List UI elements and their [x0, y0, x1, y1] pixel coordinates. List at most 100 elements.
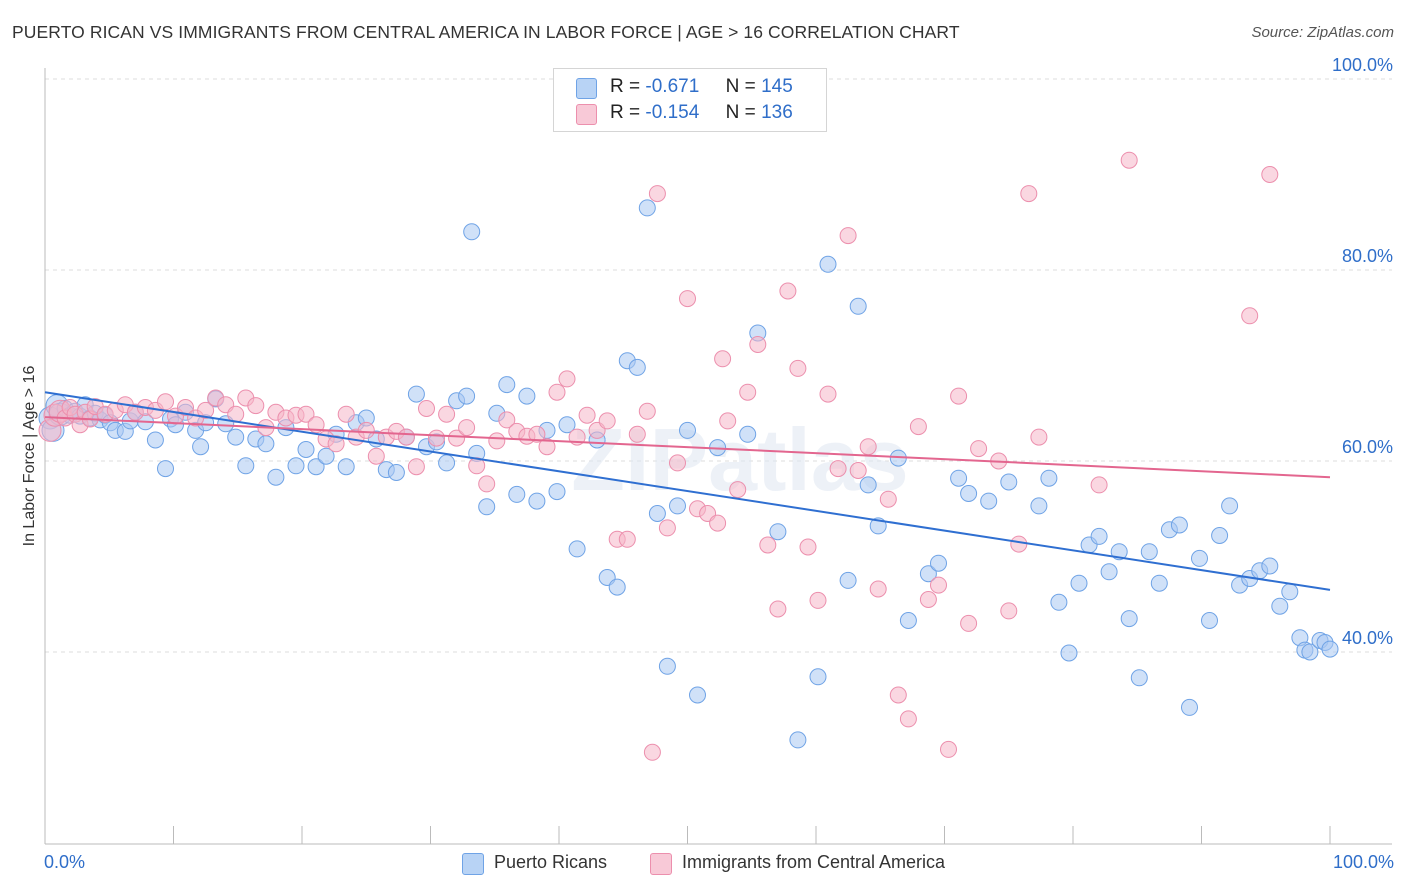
data-point	[669, 497, 686, 515]
data-point	[889, 686, 907, 704]
data-point	[859, 438, 877, 456]
data-point	[558, 370, 576, 388]
data-point	[1000, 602, 1018, 620]
data-point	[197, 401, 215, 419]
data-point	[548, 383, 566, 401]
data-point	[157, 460, 174, 478]
data-point	[729, 481, 747, 499]
data-point	[714, 350, 732, 368]
legend-label-puerto-ricans: Puerto Ricans	[494, 852, 608, 872]
data-point	[1130, 669, 1148, 687]
data-point	[337, 458, 355, 476]
data-point	[307, 458, 325, 476]
data-point	[1150, 574, 1168, 592]
data-point	[1070, 574, 1088, 592]
data-point	[960, 614, 978, 632]
data-point	[367, 447, 385, 465]
data-point	[1090, 527, 1108, 545]
data-point	[759, 536, 777, 554]
data-point	[839, 227, 857, 245]
data-point	[628, 358, 646, 376]
data-point	[498, 376, 516, 394]
data-point	[518, 387, 536, 405]
data-point	[1140, 543, 1158, 561]
data-point	[237, 457, 255, 475]
data-point	[709, 514, 727, 532]
data-point	[1020, 185, 1038, 203]
data-point	[1241, 307, 1259, 325]
data-point	[940, 740, 957, 758]
data-point	[1261, 166, 1279, 183]
data-point	[919, 591, 937, 608]
data-point	[297, 405, 315, 423]
data-point	[458, 387, 476, 405]
axes	[44, 68, 1392, 845]
source-label: Source: ZipAtlas.com	[1251, 24, 1394, 41]
series-central-america-points	[38, 151, 1279, 761]
data-point	[849, 462, 867, 479]
y-tick-labels: 40.0% 60.0% 80.0% 100.0%	[1332, 55, 1393, 648]
data-point	[478, 498, 496, 516]
data-point	[789, 731, 807, 749]
data-point	[809, 591, 827, 609]
data-point	[789, 359, 807, 377]
data-point	[1090, 476, 1108, 494]
data-point	[1281, 583, 1299, 601]
data-point	[418, 400, 435, 417]
data-point	[578, 406, 596, 424]
data-point	[658, 657, 676, 675]
data-point	[919, 565, 937, 583]
data-point	[749, 336, 767, 353]
data-point	[508, 485, 526, 503]
data-point	[689, 686, 706, 704]
data-point	[448, 429, 466, 447]
data-point	[192, 438, 210, 456]
chart-title: PUERTO RICAN VS IMMIGRANTS FROM CENTRAL …	[12, 22, 960, 42]
data-point	[1170, 516, 1188, 534]
data-point	[438, 454, 456, 472]
trend-line	[44, 416, 1331, 479]
data-point	[638, 199, 656, 217]
data-point	[227, 428, 245, 446]
data-point	[1321, 640, 1339, 658]
r-label: R =	[610, 102, 641, 123]
data-point	[899, 710, 917, 728]
data-point	[407, 385, 425, 403]
data-point	[618, 530, 636, 548]
data-point	[428, 429, 445, 447]
trend-line	[44, 391, 1331, 591]
data-point	[528, 492, 546, 510]
data-point	[658, 519, 676, 537]
n-value: 145	[761, 76, 793, 97]
r-value: -0.154	[645, 102, 700, 123]
data-point	[498, 411, 516, 429]
data-point	[317, 447, 335, 465]
data-point	[769, 523, 787, 541]
data-point	[297, 441, 315, 458]
data-point	[849, 297, 867, 315]
data-point	[1221, 497, 1239, 515]
data-point	[960, 485, 978, 502]
data-point	[648, 505, 666, 522]
data-point	[899, 612, 917, 629]
data-point	[538, 438, 556, 456]
data-point	[980, 492, 998, 510]
stats-legend: R = -0.671 N = 145 R = -0.154 N = 136	[553, 68, 827, 132]
data-point	[829, 460, 847, 478]
data-point	[407, 458, 425, 476]
data-point	[819, 255, 837, 273]
data-point	[769, 600, 787, 618]
data-point	[1120, 151, 1138, 169]
y-tick-label: 80.0%	[1342, 246, 1393, 266]
data-point	[257, 435, 275, 453]
data-point	[643, 743, 661, 761]
stats-swatch-central-america	[576, 104, 597, 125]
data-point	[1010, 535, 1028, 553]
data-point	[869, 580, 887, 598]
data-point	[1271, 597, 1289, 615]
data-point	[859, 476, 877, 494]
data-point	[558, 416, 576, 434]
n-label: N =	[725, 102, 756, 123]
data-point	[628, 425, 646, 443]
y-tick-label: 60.0%	[1342, 437, 1393, 457]
